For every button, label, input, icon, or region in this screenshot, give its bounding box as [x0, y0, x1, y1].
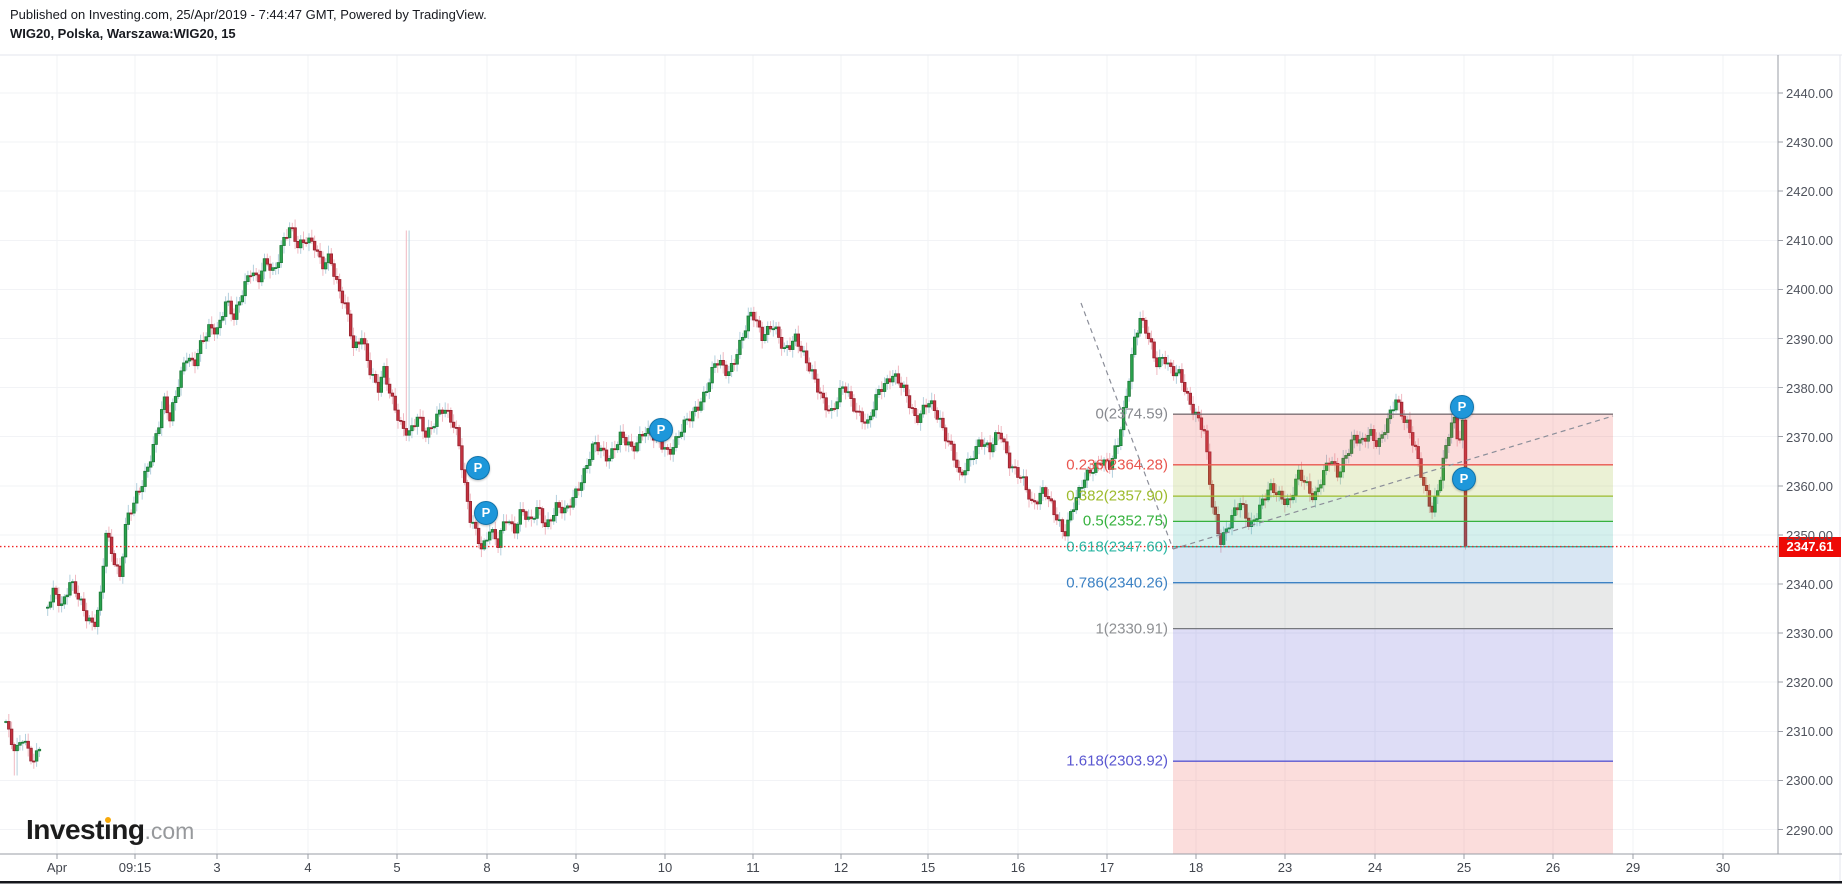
x-axis-label: 24	[1367, 860, 1383, 875]
fib-level-0618-label[interactable]: 0.618(2347.60)	[1066, 538, 1168, 556]
y-axis-label: 2320.00	[1786, 675, 1833, 691]
fib-level-05-label[interactable]: 0.5(2352.75)	[1082, 512, 1168, 530]
p-marker[interactable]: P	[649, 418, 673, 442]
y-axis-label: 2310.00	[1786, 724, 1833, 740]
y-axis-label: 2360.00	[1786, 478, 1833, 494]
x-axis-label: 25	[1456, 860, 1472, 875]
grid	[0, 55, 1778, 854]
x-axis-label: 30	[1715, 860, 1731, 875]
fib-retracement-zone[interactable]	[1173, 413, 1613, 854]
y-axis-label: 2390.00	[1786, 331, 1833, 347]
fib-level-0786-label[interactable]: 0.786(2340.26)	[1066, 574, 1168, 592]
x-axis-label: Apr	[46, 860, 68, 875]
y-axis-label: 2440.00	[1786, 86, 1833, 101]
x-axis-label: 4	[304, 860, 312, 875]
x-axis-label: 29	[1625, 860, 1641, 875]
x-axis-label: 11	[746, 860, 760, 875]
fib-level-1-label[interactable]: 1(2330.91)	[1095, 620, 1168, 638]
x-axis-label: 15	[920, 860, 936, 875]
y-axis-label: 2300.00	[1786, 773, 1833, 789]
x-axis-label: 23	[1277, 860, 1293, 875]
x-axis-label: 26	[1545, 860, 1561, 875]
p-marker[interactable]: P	[1450, 395, 1474, 419]
x-axis-label: 09:15	[118, 860, 152, 875]
p-marker[interactable]: P	[1452, 467, 1476, 491]
x-axis-label: 3	[213, 860, 221, 875]
y-axis-label: 2420.00	[1786, 184, 1833, 200]
logo-text-1: Invest	[26, 814, 104, 845]
logo-orange-dot	[104, 817, 111, 823]
y-axis-label: 2290.00	[1786, 822, 1833, 838]
x-axis-label: 9	[572, 860, 580, 875]
p-marker[interactable]: P	[474, 501, 498, 525]
y-axis-label: 2340.00	[1786, 577, 1833, 592]
y-axis-label: 2350.00	[1786, 527, 1833, 543]
y-axis-label: 2380.00	[1786, 380, 1833, 396]
published-line: Published on Investing.com, 25/Apr/2019 …	[10, 7, 487, 22]
y-axis-label: 2330.00	[1786, 626, 1833, 642]
fib-level-1618-label[interactable]: 1.618(2303.92)	[1066, 752, 1168, 770]
x-axis-label: 16	[1010, 860, 1026, 875]
y-axis-label: 2410.00	[1786, 233, 1833, 249]
x-axis-label: 17	[1099, 860, 1115, 875]
logo-suffix: .com	[144, 818, 195, 844]
candles	[4, 219, 1468, 776]
trend-lines[interactable]	[1080, 302, 1614, 550]
p-marker[interactable]: P	[466, 456, 490, 480]
symbol-title: WIG20, Polska, Warszawa:WIG20, 15	[10, 26, 236, 41]
x-axis-label: 12	[833, 860, 849, 875]
x-axis-label: 18	[1188, 860, 1204, 875]
axes	[0, 54, 1842, 884]
y-axis-label: 2400.00	[1786, 282, 1833, 298]
y-axis-label: 2370.00	[1786, 429, 1833, 445]
x-axis-label: 10	[657, 860, 673, 875]
investing-logo: Invest ing.com	[26, 814, 194, 846]
fib-level-0382-label[interactable]: 0.382(2357.90)	[1066, 487, 1168, 505]
x-axis-label: 8	[483, 860, 491, 875]
y-axis-label: 2430.00	[1786, 135, 1833, 151]
x-axis-label: 5	[393, 860, 401, 875]
fib-level-0236-label[interactable]: 0.236(2364.28)	[1066, 456, 1168, 474]
fib-level-0-label[interactable]: 0(2374.59)	[1095, 405, 1168, 423]
current-price-badge: 2347.61	[1779, 536, 1841, 557]
